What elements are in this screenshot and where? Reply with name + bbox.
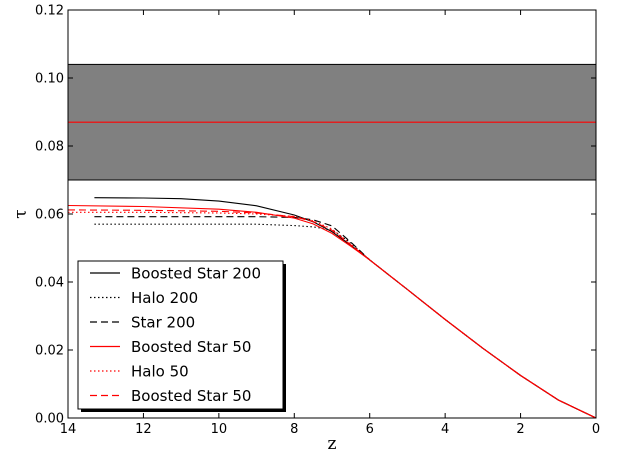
x-axis-label: z	[328, 434, 337, 454]
x-tick-label: 10	[211, 422, 228, 437]
y-tick-label: 0.00	[35, 412, 64, 427]
y-tick-label: 0.10	[35, 72, 64, 87]
ticks-group: 14 12 10 8 6 4 2 0 0.00 0.02 0.04 0.06 0.08 0.10 0.12	[35, 4, 600, 438]
legend-label-4: Halo 50	[131, 363, 189, 381]
series-line-5	[67, 209, 597, 419]
y-tick-label: 0.12	[35, 4, 64, 19]
confidence-band-group	[67, 63, 597, 181]
legend: Boosted Star 200 Halo 200 Star 200 Boosted …	[77, 260, 286, 412]
legend-label-5: Boosted Star 50	[131, 387, 251, 405]
legend-label-1: Halo 200	[131, 289, 198, 307]
x-tick-label: 8	[290, 422, 298, 437]
legend-label-3: Boosted Star 50	[131, 338, 251, 356]
y-axis-label: τ	[11, 209, 31, 218]
y-tick-label: 0.08	[35, 140, 64, 155]
y-tick-label: 0.02	[35, 344, 64, 359]
x-tick-label: 14	[60, 422, 77, 437]
x-tick-label: 12	[135, 422, 152, 437]
x-tick-label: 4	[441, 422, 449, 437]
y-tick-label: 0.04	[35, 276, 64, 291]
legend-label-2: Star 200	[131, 314, 195, 332]
series-group	[67, 197, 597, 419]
x-tick-label: 2	[516, 422, 524, 437]
legend-box	[77, 260, 284, 410]
y-tick-label: 0.06	[35, 208, 64, 223]
x-tick-label: 0	[592, 422, 600, 437]
legend-label-0: Boosted Star 200	[131, 265, 261, 283]
x-tick-label: 6	[366, 422, 374, 437]
